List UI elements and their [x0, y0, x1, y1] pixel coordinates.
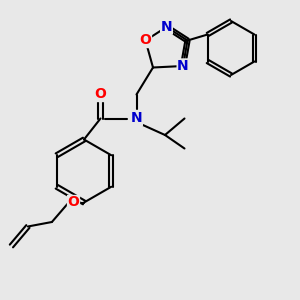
Text: O: O [68, 196, 80, 209]
Text: N: N [161, 20, 172, 34]
Text: N: N [177, 59, 189, 73]
Text: O: O [140, 34, 152, 47]
Text: O: O [94, 88, 106, 101]
Text: N: N [131, 112, 142, 125]
